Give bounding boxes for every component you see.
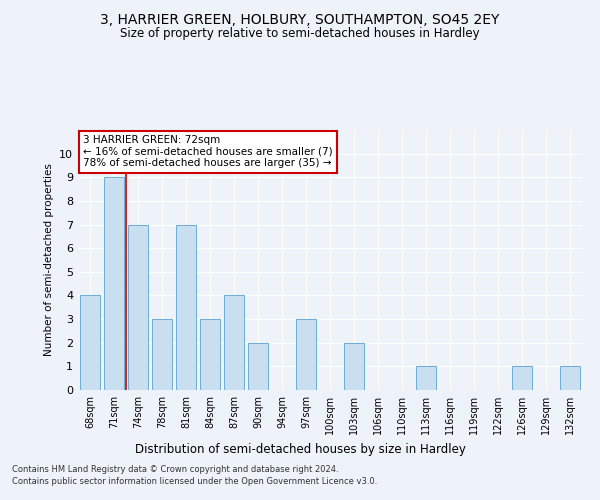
Bar (344, 342, 364, 390)
Y-axis label: Number of semi-detached properties: Number of semi-detached properties (44, 164, 53, 356)
Bar (128, 224, 148, 390)
Text: 3 HARRIER GREEN: 72sqm
← 16% of semi-detached houses are smaller (7)
78% of semi: 3 HARRIER GREEN: 72sqm ← 16% of semi-det… (83, 135, 332, 168)
Text: Distribution of semi-detached houses by size in Hardley: Distribution of semi-detached houses by … (134, 442, 466, 456)
Bar (224, 296, 244, 390)
Bar (560, 366, 580, 390)
Bar (296, 319, 316, 390)
Bar (176, 224, 196, 390)
Bar (200, 319, 220, 390)
Bar (248, 342, 268, 390)
Text: Contains public sector information licensed under the Open Government Licence v3: Contains public sector information licen… (12, 478, 377, 486)
Bar (104, 178, 124, 390)
Bar (512, 366, 532, 390)
Text: Contains HM Land Registry data © Crown copyright and database right 2024.: Contains HM Land Registry data © Crown c… (12, 465, 338, 474)
Bar (416, 366, 436, 390)
Text: 3, HARRIER GREEN, HOLBURY, SOUTHAMPTON, SO45 2EY: 3, HARRIER GREEN, HOLBURY, SOUTHAMPTON, … (100, 12, 500, 26)
Bar (80, 296, 100, 390)
Text: Size of property relative to semi-detached houses in Hardley: Size of property relative to semi-detach… (120, 28, 480, 40)
Bar (152, 319, 172, 390)
